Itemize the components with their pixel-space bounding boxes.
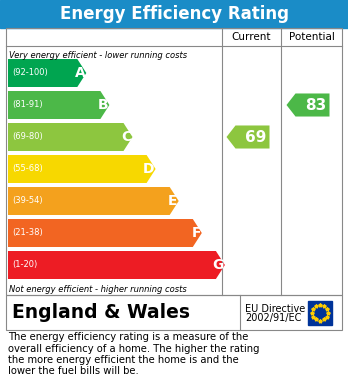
Polygon shape [8, 91, 109, 119]
Polygon shape [227, 126, 269, 149]
Polygon shape [286, 93, 330, 117]
Polygon shape [8, 155, 156, 183]
Text: (39-54): (39-54) [12, 197, 42, 206]
Text: (81-91): (81-91) [12, 100, 42, 109]
Text: E: E [168, 194, 178, 208]
Text: (55-68): (55-68) [12, 165, 43, 174]
Text: overall efficiency of a home. The higher the rating: overall efficiency of a home. The higher… [8, 344, 260, 353]
Polygon shape [8, 251, 225, 279]
Bar [6, 28, 342, 295]
Text: Energy Efficiency Rating: Energy Efficiency Rating [60, 5, 288, 23]
Text: A: A [74, 66, 85, 80]
Text: 2002/91/EC: 2002/91/EC [245, 312, 301, 323]
Text: C: C [121, 130, 132, 144]
Bar [0, 0, 348, 28]
Text: lower the fuel bills will be.: lower the fuel bills will be. [8, 366, 139, 377]
Polygon shape [8, 123, 133, 151]
Text: B: B [98, 98, 108, 112]
Polygon shape [8, 187, 179, 215]
Text: Not energy efficient - higher running costs: Not energy efficient - higher running co… [9, 285, 187, 294]
Text: EU Directive: EU Directive [245, 303, 305, 314]
Text: The energy efficiency rating is a measure of the: The energy efficiency rating is a measur… [8, 332, 248, 342]
Text: Current: Current [232, 32, 271, 42]
Text: England & Wales: England & Wales [12, 303, 190, 322]
Polygon shape [8, 59, 86, 87]
Text: 83: 83 [305, 97, 326, 113]
Text: (21-38): (21-38) [12, 228, 43, 237]
Text: the more energy efficient the home is and the: the more energy efficient the home is an… [8, 355, 239, 365]
Polygon shape [8, 219, 202, 247]
Text: (1-20): (1-20) [12, 260, 37, 269]
Text: F: F [191, 226, 201, 240]
Text: (92-100): (92-100) [12, 68, 48, 77]
Text: D: D [143, 162, 155, 176]
Bar [6, 295, 342, 330]
Text: Very energy efficient - lower running costs: Very energy efficient - lower running co… [9, 50, 187, 59]
Text: (69-80): (69-80) [12, 133, 43, 142]
Text: G: G [213, 258, 224, 272]
Text: Potential: Potential [288, 32, 334, 42]
Bar [308, 301, 332, 325]
Text: 69: 69 [245, 129, 267, 145]
